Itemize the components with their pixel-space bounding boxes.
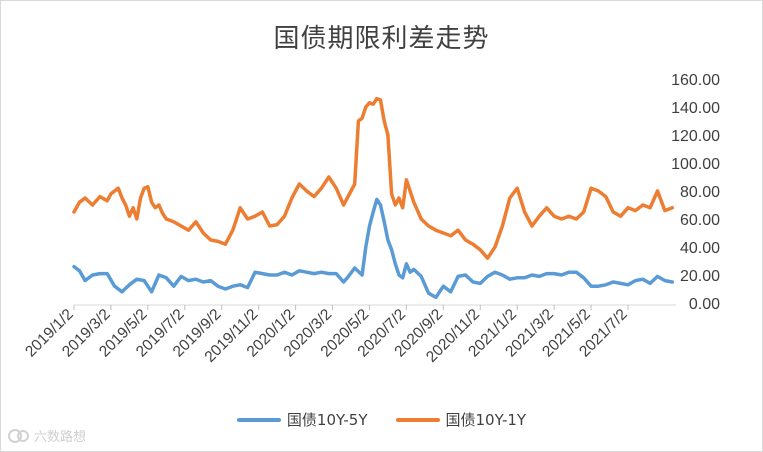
y-tick-label: 120.00 [671,128,720,145]
legend-label-10y-1y: 国债10Y-1Y [445,411,527,429]
series-line-10y-1y [72,96,675,260]
watermark-text: 六数路想 [34,430,87,445]
legend-item-10y-5y: 国债10Y-5Y [236,409,368,430]
series-line-10y-5y [72,197,675,300]
legend-swatch-10y-1y [395,417,440,422]
legend-label-10y-5y: 国债10Y-5Y [286,411,368,429]
y-tick-label: 60.00 [680,212,720,229]
y-tick-label: 20.00 [680,268,720,285]
y-tick-label: 100.00 [671,156,720,173]
chart-title: 国债期限利差走势 [273,24,490,54]
y-tick-label: 0.00 [689,296,720,313]
y-tick-label: 40.00 [680,240,720,257]
watermark: 六数路想 [8,426,86,445]
y-tick-label: 140.00 [671,100,720,117]
y-tick-label: 160.00 [671,72,720,89]
y-tick-label: 80.00 [680,184,720,201]
legend-swatch-10y-5y [236,417,281,422]
legend: 国债10Y-5Y 国债10Y-1Y [0,409,763,430]
legend-item-10y-1y: 国债10Y-1Y [395,409,527,430]
watermark-logo-icon [8,428,29,443]
